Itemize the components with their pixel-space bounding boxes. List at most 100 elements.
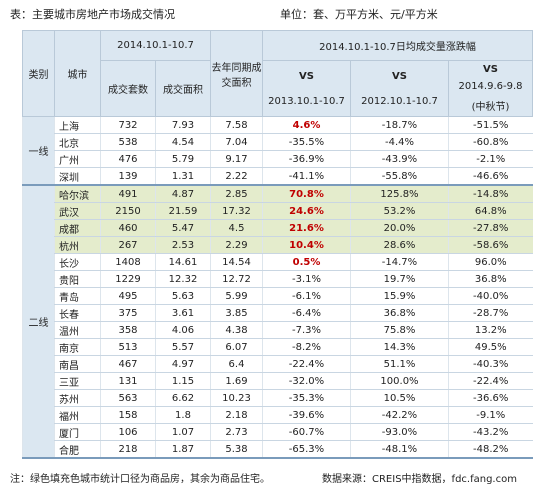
header: 表：主要城市房地产市场成交情况 单位：套、万平方米、元/平方米	[10, 6, 540, 24]
row: 一线 上海 732 7.93 7.58 4.6% -18.7% -51.5%	[22, 116, 533, 186]
last-year-cell: 2.85	[210, 185, 263, 203]
category-cell: 一线	[22, 116, 55, 186]
city-cell: 广州	[54, 150, 101, 168]
city-cell: 温州	[54, 321, 101, 339]
change-cell: -60.8%	[448, 133, 533, 151]
change-cell: 28.6%	[350, 236, 449, 254]
last-year-cell: 3.85	[210, 304, 263, 322]
row: 南昌 467 4.97 6.4 -22.4% 51.1% -40.3%	[23, 355, 533, 373]
change-cell: -40.3%	[448, 355, 533, 373]
row: 二线 哈尔滨 491 4.87 2.85 70.8% 125.8% -14.8%	[22, 185, 533, 459]
change-cell: -43.9%	[350, 150, 449, 168]
head-cell: VS 2013.10.1-10.7	[262, 60, 351, 117]
change-cell: -22.4%	[262, 355, 351, 373]
head-cell: VS 2012.10.1-10.7	[350, 60, 449, 117]
row: 苏州 563 6.62 10.23 -35.3% 10.5% -36.6%	[23, 389, 533, 407]
last-year-cell: 5.38	[210, 440, 263, 459]
city-cell: 合肥	[54, 440, 101, 459]
row: 福州 158 1.8 2.18 -39.6% -42.2% -9.1%	[23, 406, 533, 424]
change-cell: -65.3%	[262, 440, 351, 459]
change-cell: -4.4%	[350, 133, 449, 151]
units-cell: 139	[100, 167, 156, 186]
area-cell: 14.61	[155, 253, 211, 271]
city-cell: 杭州	[54, 236, 101, 254]
city-cell: 贵阳	[54, 270, 101, 288]
change-cell: 96.0%	[448, 253, 533, 271]
change-cell: -43.2%	[448, 423, 533, 441]
change-cell: 4.6%	[262, 116, 351, 134]
city-cell: 哈尔滨	[54, 185, 101, 203]
change-cell: -2.1%	[448, 150, 533, 168]
vs-label: VS	[299, 70, 314, 82]
units-cell: 131	[100, 372, 156, 390]
change-cell: 36.8%	[350, 304, 449, 322]
city-cell: 成都	[54, 219, 101, 237]
city-cell: 苏州	[54, 389, 101, 407]
vs-period: 2013.10.1-10.7	[268, 95, 345, 107]
change-cell: 21.6%	[262, 219, 351, 237]
change-cell: -22.4%	[448, 372, 533, 390]
units-cell: 467	[100, 355, 156, 373]
change-cell: -14.8%	[448, 185, 533, 203]
last-year-cell: 4.38	[210, 321, 263, 339]
head-cell: 成交套数	[100, 60, 156, 117]
area-cell: 21.59	[155, 202, 211, 220]
change-cell: -32.0%	[262, 372, 351, 390]
last-year-cell: 7.04	[210, 133, 263, 151]
change-cell: 125.8%	[350, 185, 449, 203]
change-cell: -48.2%	[448, 440, 533, 459]
area-cell: 3.61	[155, 304, 211, 322]
area-cell: 4.54	[155, 133, 211, 151]
units-cell: 2150	[100, 202, 156, 220]
units-cell: 563	[100, 389, 156, 407]
last-year-cell: 4.5	[210, 219, 263, 237]
units-cell: 158	[100, 406, 156, 424]
last-year-cell: 1.69	[210, 372, 263, 390]
area-cell: 4.87	[155, 185, 211, 203]
area-cell: 4.97	[155, 355, 211, 373]
last-year-cell: 10.23	[210, 389, 263, 407]
last-year-cell: 2.29	[210, 236, 263, 254]
units-cell: 538	[100, 133, 156, 151]
units-cell: 460	[100, 219, 156, 237]
last-year-cell: 7.58	[210, 116, 263, 134]
head-cell: 类别	[22, 30, 55, 117]
head-cell: 2014.10.1-10.7	[100, 30, 211, 61]
change-cell: -58.6%	[448, 236, 533, 254]
units-cell: 491	[100, 185, 156, 203]
change-cell: -14.7%	[350, 253, 449, 271]
change-cell: -7.3%	[262, 321, 351, 339]
area-cell: 5.79	[155, 150, 211, 168]
city-cell: 青岛	[54, 287, 101, 305]
head-cell: 去年同期成交面积	[210, 30, 263, 117]
change-cell: 36.8%	[448, 270, 533, 288]
vs-period: 2012.10.1-10.7	[361, 95, 438, 107]
change-cell: -93.0%	[350, 423, 449, 441]
city-cell: 南昌	[54, 355, 101, 373]
change-cell: -60.7%	[262, 423, 351, 441]
last-year-cell: 6.4	[210, 355, 263, 373]
row: 青岛 495 5.63 5.99 -6.1% 15.9% -40.0%	[23, 287, 533, 305]
row: 杭州 267 2.53 2.29 10.4% 28.6% -58.6%	[23, 236, 533, 254]
change-cell: -55.8%	[350, 167, 449, 186]
table: 类别 城市 2014.10.1-10.7 去年同期成交面积 2014.10.1-…	[22, 30, 533, 459]
change-cell: -46.6%	[448, 167, 533, 186]
city-cell: 三亚	[54, 372, 101, 390]
change-cell: 10.4%	[262, 236, 351, 254]
change-cell: 70.8%	[262, 185, 351, 203]
area-cell: 5.57	[155, 338, 211, 356]
area-cell: 7.93	[155, 116, 211, 134]
units-cell: 267	[100, 236, 156, 254]
row: 合肥 218 1.87 5.38 -65.3% -48.1% -48.2%	[23, 440, 533, 459]
area-cell: 1.15	[155, 372, 211, 390]
change-cell: 75.8%	[350, 321, 449, 339]
units-cell: 732	[100, 116, 156, 134]
city-cell: 深圳	[54, 167, 101, 186]
change-cell: -6.4%	[262, 304, 351, 322]
city-cell: 北京	[54, 133, 101, 151]
change-cell: -6.1%	[262, 287, 351, 305]
change-cell: 64.8%	[448, 202, 533, 220]
units-cell: 1229	[100, 270, 156, 288]
city-cell: 厦门	[54, 423, 101, 441]
